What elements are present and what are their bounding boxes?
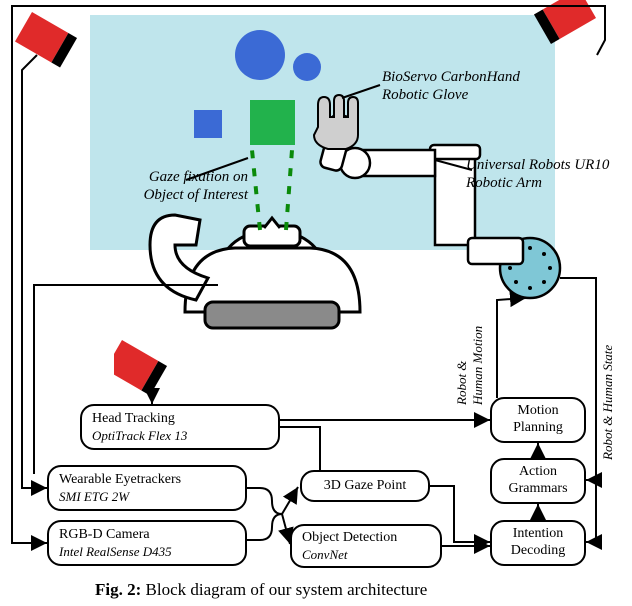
box-grammars: ActionGrammars [490,458,586,504]
figure-caption: Fig. 2: Block diagram of our system arch… [95,580,427,600]
big-blue-circle [235,30,285,80]
box-gaze-point: 3D Gaze Point [300,470,430,502]
title-rgbd: RGB-D Camera [59,527,235,544]
green-square [250,100,295,145]
box-motion: MotionPlanning [490,397,586,443]
title-gaze-point: 3D Gaze Point [324,478,406,495]
diagram-stage: BioServo CarbonHandRobotic Glove Univers… [0,0,632,606]
chair-and-body [185,248,360,328]
title-eyetrackers: Wearable Eyetrackers [59,472,235,489]
box-head-tracking: Head Tracking OptiTrack Flex 13 [80,404,280,450]
caption-bold: Fig. 2: [95,580,141,599]
sub-eyetrackers: SMI ETG 2W [59,489,235,505]
box-rgbd: RGB-D Camera Intel RealSense D435 [47,520,247,566]
sub-rgbd: Intel RealSense D435 [59,544,235,560]
blue-square [194,110,222,138]
camera-lower [114,336,184,396]
label-robot-human-state: Robot & Human State [600,300,616,460]
caption-text: Block diagram of our system architecture [146,580,428,599]
robotic-glove [314,95,358,149]
box-intention: IntentionDecoding [490,520,586,566]
small-blue-circle [293,53,321,81]
box-obj-detect: Object Detection ConvNet [290,524,442,568]
box-eyetrackers: Wearable Eyetrackers SMI ETG 2W [47,465,247,511]
camera-top-left [15,12,77,67]
label-glove: BioServo CarbonHandRobotic Glove [382,68,562,104]
label-arm: Universal Robots UR10Robotic Arm [466,156,632,192]
label-robot-human-motion: Robot &Human Motion [454,310,486,405]
title-obj-detect: Object Detection [302,530,430,547]
sub-obj-detect: ConvNet [302,547,430,563]
user-left-arm [150,215,208,300]
label-gaze: Gaze fixation onObject of Interest [98,168,248,204]
title-grammars: ActionGrammars [508,464,567,498]
sub-head-tracking: OptiTrack Flex 13 [92,428,268,444]
title-intention: IntentionDecoding [511,526,565,560]
title-head-tracking: Head Tracking [92,411,268,428]
title-motion: MotionPlanning [513,403,563,437]
